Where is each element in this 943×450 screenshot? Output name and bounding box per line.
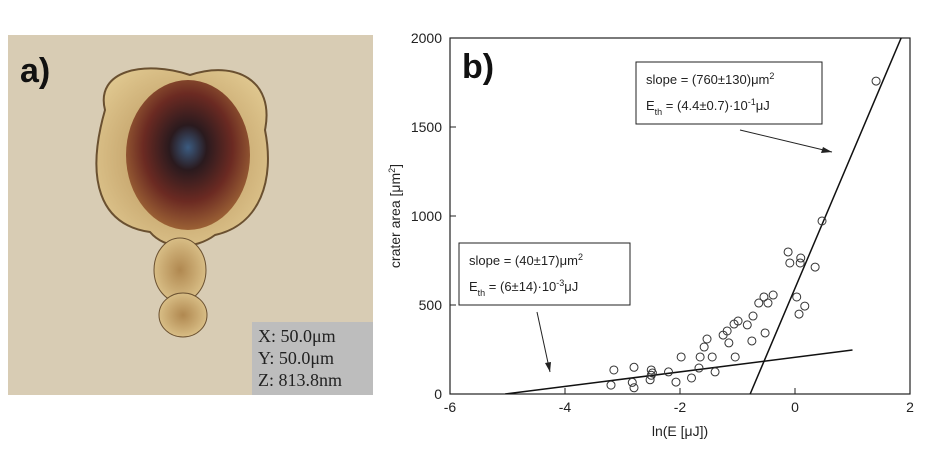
point: [630, 384, 638, 392]
scale-label: Z: 813.8nm: [258, 370, 342, 390]
point: [630, 363, 638, 371]
text-part: 2: [769, 71, 774, 81]
text-part: ln(E [μJ]): [652, 423, 708, 439]
point: [695, 364, 703, 372]
text-part: μJ: [564, 279, 578, 294]
point: [607, 381, 615, 389]
point: [761, 329, 769, 337]
point: [786, 259, 794, 267]
scale-label: Y: 50.0μm: [258, 348, 334, 368]
x-tick-label: -4: [559, 399, 572, 415]
point: [811, 263, 819, 271]
y-tick-label: 1000: [411, 208, 442, 224]
image-panel: a) X: 50.0μm Y: 50.0μm Z: 813.8nm: [8, 35, 373, 395]
text-part: = (4.4±0.7)·10: [662, 98, 748, 113]
x-tick-label: 2: [906, 399, 914, 415]
figure: a) X: 50.0μm Y: 50.0μm Z: 813.8nm b) -6 -…: [0, 0, 943, 450]
point: [610, 366, 618, 374]
text-part: E: [469, 279, 478, 294]
point: [764, 299, 772, 307]
text-part: th: [655, 107, 663, 117]
point: [748, 337, 756, 345]
text-part: ]: [387, 164, 403, 168]
point: [801, 302, 809, 310]
point: [797, 254, 805, 262]
text-part: -1: [748, 97, 756, 107]
fit-line: [505, 350, 852, 394]
text-part: slope = (40±17)μm: [469, 253, 578, 268]
arrow-head: [821, 147, 832, 153]
text-part: th: [478, 288, 486, 298]
point: [784, 248, 792, 256]
point: [872, 77, 880, 85]
point: [672, 378, 680, 386]
point: [665, 368, 673, 376]
y-axis-label: crater area [μm2]: [387, 164, 403, 268]
text-part: crater area [μm: [387, 173, 403, 268]
point: [793, 293, 801, 301]
point: [731, 353, 739, 361]
point: [688, 374, 696, 382]
point: [711, 368, 719, 376]
point: [743, 321, 751, 329]
text-part: E: [646, 98, 655, 113]
arrow: [740, 130, 832, 152]
y-tick-label: 1500: [411, 119, 442, 135]
x-tick-label: -2: [674, 399, 687, 415]
point: [769, 291, 777, 299]
point: [725, 339, 733, 347]
y-tick-label: 2000: [411, 30, 442, 46]
y-tick-label: 0: [434, 386, 442, 402]
panel-label: a): [20, 52, 50, 90]
annotation: slope = (40±17)μm2: [469, 252, 583, 268]
annotation: slope = (760±130)μm2: [646, 71, 774, 87]
crater: [126, 80, 250, 230]
scale-label: X: 50.0μm: [258, 326, 336, 346]
point: [703, 335, 711, 343]
point: [708, 353, 716, 361]
x-tick-label: -6: [444, 399, 457, 415]
point: [628, 378, 636, 386]
text-part: = (6±14)·10: [485, 279, 556, 294]
point: [700, 343, 708, 351]
point: [760, 293, 768, 301]
text-part: 2: [578, 252, 583, 262]
x-tick-label: 0: [791, 399, 799, 415]
point: [696, 353, 704, 361]
x-axis-label: ln(E [μJ]): [652, 423, 708, 439]
y-tick-label: 500: [419, 297, 443, 313]
debris: [159, 293, 207, 337]
point: [677, 353, 685, 361]
arrow-head: [545, 362, 551, 372]
text-part: μJ: [756, 98, 770, 113]
panel-label: b): [462, 48, 494, 86]
text-part: slope = (760±130)μm: [646, 72, 769, 87]
debris: [154, 238, 206, 302]
text-part: -3: [556, 278, 564, 288]
point: [795, 310, 803, 318]
point: [749, 312, 757, 320]
